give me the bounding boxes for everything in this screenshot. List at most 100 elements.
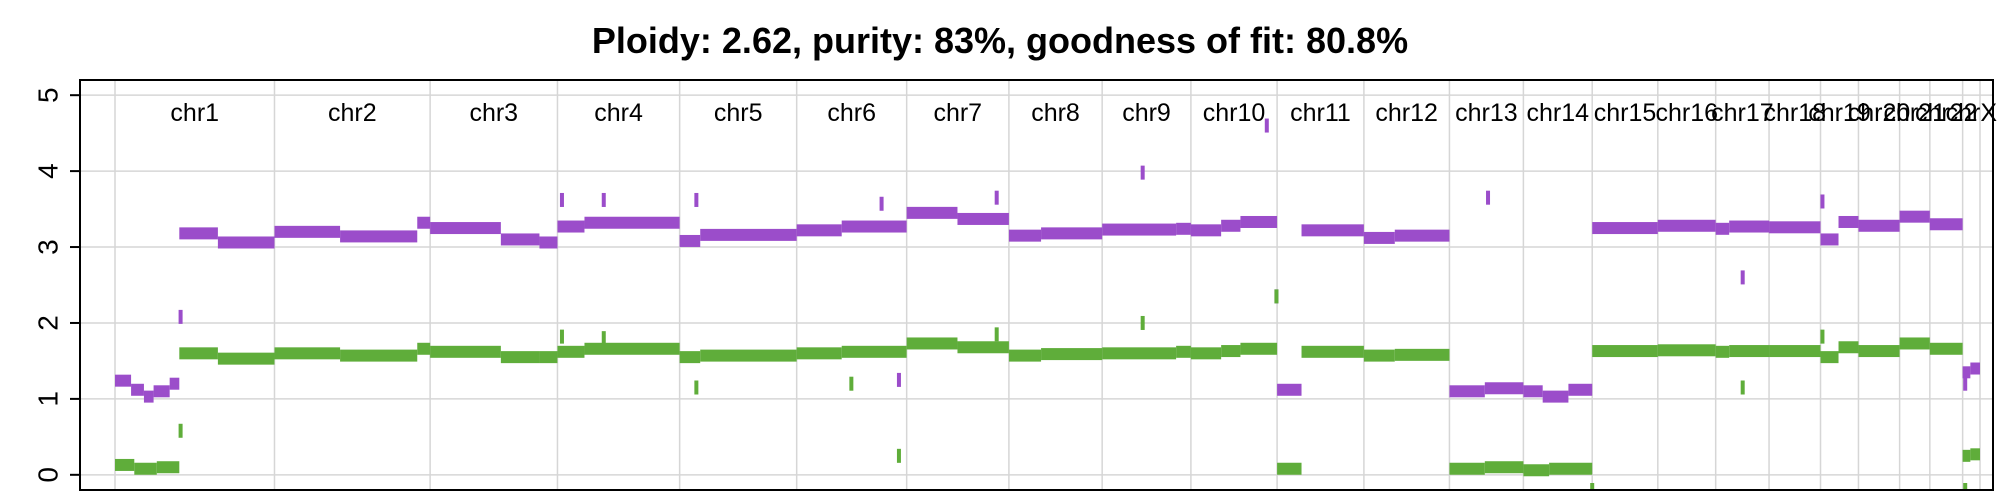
gridlines	[80, 80, 1993, 490]
major-point	[1264, 118, 1269, 133]
minor-segment	[557, 345, 585, 358]
chromosome-label: chr14	[1527, 99, 1590, 127]
minor-segment	[1363, 349, 1395, 362]
minor-segment	[1657, 344, 1716, 357]
minor-segment	[1729, 345, 1770, 358]
chromosome-label: chr16	[1655, 99, 1718, 127]
minor-point	[1740, 380, 1745, 395]
chromosome-label: chr17	[1711, 99, 1774, 127]
minor-segment	[1769, 345, 1821, 358]
major-segment	[1568, 383, 1593, 396]
major-point	[1820, 194, 1825, 209]
minor-segment	[957, 341, 1009, 354]
minor-segment	[217, 352, 275, 365]
major-segment	[417, 216, 431, 229]
y-tick-label: 2	[33, 315, 64, 331]
minor-segment	[1899, 337, 1930, 350]
major-segment	[1190, 224, 1222, 237]
major-segment	[1221, 219, 1241, 232]
chromosome-label: chr11	[1290, 99, 1351, 127]
chromosome-label: chr13	[1455, 99, 1518, 127]
minor-segment	[1715, 345, 1730, 358]
plot-frame	[79, 79, 1994, 491]
chart-title: Ploidy: 2.62, purity: 83%, goodness of f…	[592, 20, 1408, 61]
minor-segment	[679, 351, 701, 364]
minor-segment	[1970, 448, 1980, 461]
minor-segment	[1929, 342, 1963, 355]
major-segment	[1008, 229, 1042, 242]
minor-segment	[1592, 345, 1658, 358]
major-segment	[1820, 233, 1839, 246]
major-segment	[1729, 220, 1770, 233]
minor-segment	[841, 345, 907, 358]
minor-segment	[1858, 345, 1900, 358]
minor-segment	[1838, 341, 1859, 354]
major-segment	[1715, 222, 1730, 235]
chromosome-labels: chr1 chr2 chr3 chr4 chr5 chr6 chr7 chr8 chr9 chr1…	[170, 99, 1997, 127]
minor-copy-number-series	[115, 289, 1980, 490]
minor-point	[559, 329, 564, 344]
minor-segment	[1240, 342, 1278, 355]
major-segment	[131, 383, 144, 396]
major-point	[879, 196, 884, 211]
major-segment	[500, 233, 540, 246]
minor-point	[896, 448, 901, 463]
major-segment	[274, 225, 341, 238]
minor-segment	[1221, 345, 1241, 358]
minor-segment	[1301, 345, 1364, 358]
minor-point	[694, 380, 699, 395]
minor-segment	[906, 337, 958, 350]
chromosome-label: chr19	[1808, 99, 1871, 127]
minor-segment	[1523, 464, 1550, 477]
major-segment	[1657, 219, 1716, 232]
major-segment	[1363, 231, 1395, 244]
minor-segment	[430, 345, 501, 358]
minor-point	[994, 327, 999, 342]
major-point	[601, 192, 606, 207]
major-point	[1486, 190, 1491, 205]
chromosome-label: chr7	[933, 99, 982, 127]
minor-segment	[1549, 462, 1593, 475]
major-segment	[1176, 222, 1191, 235]
chromosome-label: chr15	[1594, 99, 1657, 127]
minor-segment	[584, 342, 680, 355]
minor-segment	[500, 351, 540, 364]
major-segment	[1858, 219, 1900, 232]
major-segment	[1899, 210, 1930, 223]
major-segment	[169, 377, 180, 390]
minor-point	[601, 331, 606, 346]
chromosome-label: chr18	[1764, 99, 1827, 127]
chromosome-label: chr1	[170, 99, 219, 127]
major-segment	[1277, 383, 1302, 396]
minor-segment	[1394, 348, 1450, 361]
major-segment	[1838, 215, 1859, 228]
major-copy-number-series	[115, 118, 1980, 403]
chromosome-label: chr6	[827, 99, 876, 127]
major-segment	[143, 390, 154, 403]
major-point	[1740, 270, 1745, 285]
minor-segment	[1008, 349, 1042, 362]
major-segment	[906, 206, 958, 219]
minor-segment	[1277, 462, 1302, 475]
minor-segment	[340, 349, 418, 362]
y-tick-label: 3	[33, 239, 64, 255]
chromosome-label: chr9	[1122, 99, 1171, 127]
minor-point	[1274, 289, 1279, 304]
minor-segment	[1190, 347, 1222, 360]
chromosome-label: chrX	[1946, 99, 1998, 127]
minor-segment	[1102, 347, 1177, 360]
major-segment	[796, 224, 842, 237]
minor-segment	[1962, 449, 1971, 462]
chromosome-label: chr8	[1031, 99, 1080, 127]
minor-segment	[1820, 351, 1839, 364]
major-point	[896, 372, 901, 387]
chromosome-label: chr22	[1915, 99, 1978, 127]
y-axis: 0 1 2 3 4 5	[33, 87, 80, 483]
y-tick-label: 4	[33, 163, 64, 179]
major-segment	[1929, 218, 1963, 231]
major-segment	[841, 220, 907, 233]
major-point	[559, 192, 564, 207]
minor-point	[1820, 329, 1825, 344]
chromosome-label: chr2	[328, 99, 377, 127]
